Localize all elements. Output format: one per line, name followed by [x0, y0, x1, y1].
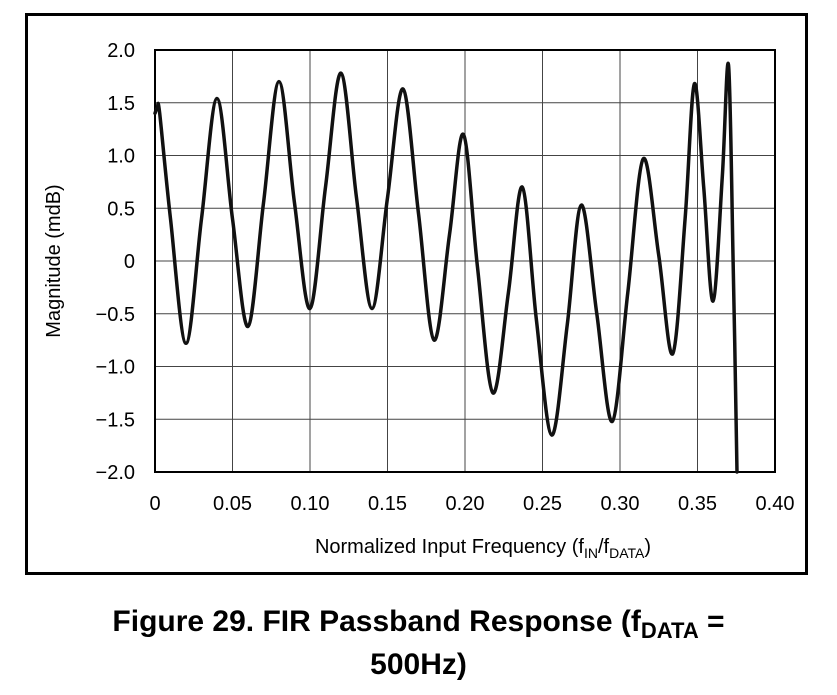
x-axis-ticks: 0 0.05 0.10 0.15 0.20 0.25 0.30 0.35 0.40 — [149, 493, 794, 515]
plot-area — [154, 49, 776, 473]
caption-line2: 500Hz) — [370, 648, 467, 681]
y-axis-ticks: 2.0 1.5 1.0 0.5 0 −0.5 −1.0 −1.5 −2.0 — [96, 40, 135, 484]
y-tick-label: 1.0 — [107, 146, 135, 168]
x-tick-label: 0 — [149, 493, 160, 515]
figure-caption: Figure 29. FIR Passband Response (fDATA … — [0, 605, 837, 682]
chart-frame: 2.0 1.5 1.0 0.5 0 −0.5 −1.0 −1.5 −2.0 0 0.05 0.10 0… — [25, 13, 808, 575]
caption-subscript: DATA — [640, 618, 699, 643]
y-tick-label: 2.0 — [107, 40, 135, 62]
y-tick-label: 0.5 — [107, 198, 135, 220]
y-tick-label: −1.0 — [96, 357, 135, 379]
y-axis-label: Magnitude (mdB) — [43, 184, 65, 337]
x-tick-label: 0.20 — [446, 493, 485, 515]
x-tick-label: 0.05 — [213, 493, 252, 515]
x-axis-label: Normalized Input Frequency (fIN/fDATA) — [315, 536, 651, 561]
x-tick-label: 0.15 — [368, 493, 407, 515]
x-tick-label: 0.30 — [601, 493, 640, 515]
caption-prefix: Figure 29. FIR Passband Response (f — [112, 605, 641, 638]
y-tick-label: 1.5 — [107, 93, 135, 115]
y-tick-label: −0.5 — [96, 304, 135, 326]
series-line-magnitude — [153, 61, 739, 474]
y-tick-label: −2.0 — [96, 462, 135, 484]
fir-passband-chart: 2.01.51.00.50−0.5−1.0−1.5−2.0 0 0.05 0.10 0… — [43, 40, 794, 561]
caption-suffix: = — [698, 605, 725, 638]
y-tick-label: −1.5 — [96, 409, 135, 431]
x-tick-label: 0.10 — [291, 493, 330, 515]
x-tick-label: 0.25 — [523, 493, 562, 515]
y-tick-label: 0 — [124, 251, 135, 273]
x-tick-label: 0.35 — [678, 493, 717, 515]
x-tick-label: 0.40 — [756, 493, 795, 515]
